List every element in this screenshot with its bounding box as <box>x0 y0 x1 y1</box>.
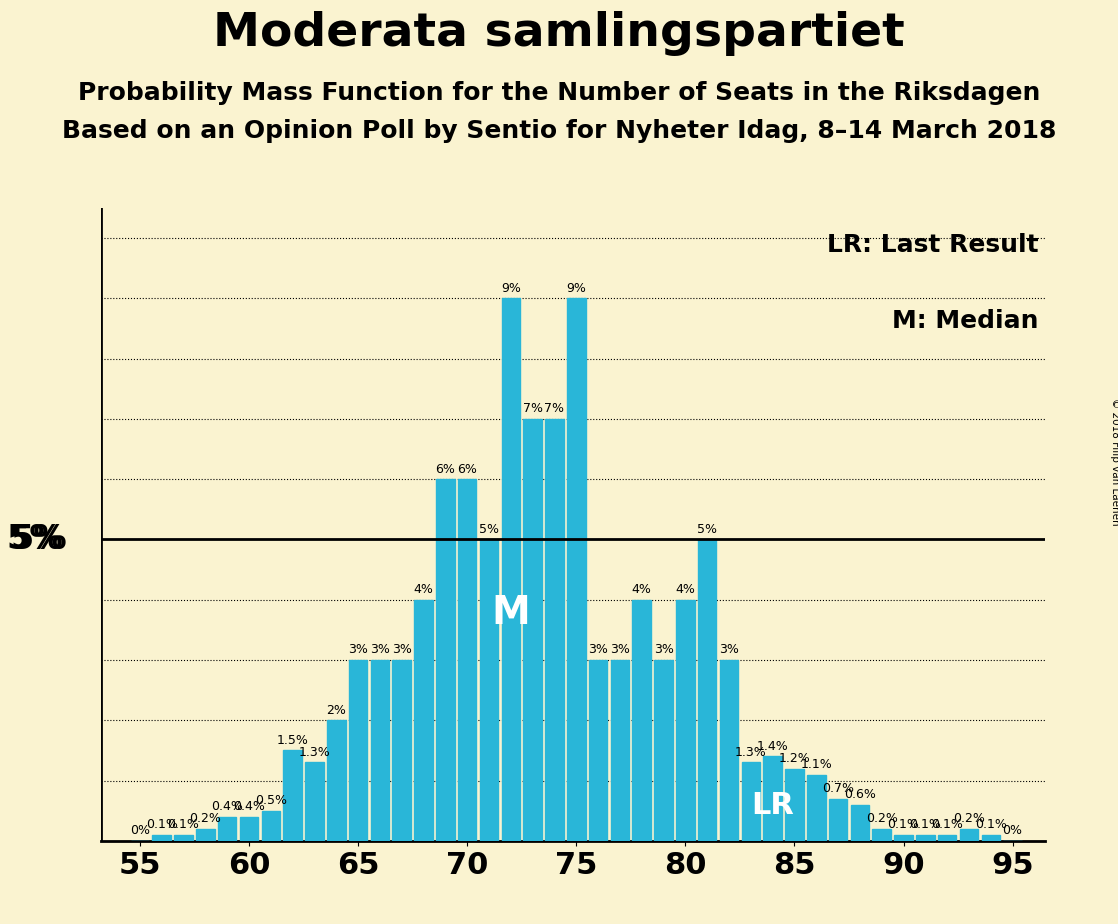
Text: 5%: 5% <box>698 523 717 536</box>
Text: 0%: 0% <box>1003 824 1023 837</box>
Bar <box>152 834 171 841</box>
Text: 0.6%: 0.6% <box>844 788 875 801</box>
Bar <box>196 829 215 841</box>
Text: 1.3%: 1.3% <box>735 746 767 759</box>
Text: 3%: 3% <box>588 643 608 656</box>
Text: 1.1%: 1.1% <box>800 758 832 771</box>
Text: 0.4%: 0.4% <box>211 800 243 813</box>
Text: 0.2%: 0.2% <box>189 812 221 825</box>
Text: 4%: 4% <box>414 583 434 596</box>
Text: 9%: 9% <box>501 282 521 295</box>
Bar <box>894 834 912 841</box>
Text: 3%: 3% <box>610 643 629 656</box>
Bar <box>589 660 607 841</box>
Text: 3%: 3% <box>719 643 739 656</box>
Text: 0.2%: 0.2% <box>865 812 898 825</box>
Text: Based on an Opinion Poll by Sentio for Nyheter Idag, 8–14 March 2018: Based on an Opinion Poll by Sentio for N… <box>61 119 1057 143</box>
Text: 0.1%: 0.1% <box>145 818 178 832</box>
Text: 4%: 4% <box>675 583 695 596</box>
Bar <box>239 817 258 841</box>
Bar <box>828 798 847 841</box>
Text: Probability Mass Function for the Number of Seats in the Riksdagen: Probability Mass Function for the Number… <box>78 81 1040 105</box>
Bar <box>262 810 281 841</box>
Text: © 2018 Filip van Laenen: © 2018 Filip van Laenen <box>1110 398 1118 526</box>
Bar <box>392 660 411 841</box>
Bar <box>676 600 694 841</box>
Bar <box>305 762 324 841</box>
Text: 1.3%: 1.3% <box>299 746 330 759</box>
Text: 2%: 2% <box>326 704 347 717</box>
Text: 0.7%: 0.7% <box>822 782 854 795</box>
Bar <box>872 829 891 841</box>
Text: 1.5%: 1.5% <box>276 734 309 747</box>
Bar <box>807 774 825 841</box>
Text: 1.2%: 1.2% <box>778 752 811 765</box>
Bar <box>720 660 738 841</box>
Bar <box>326 721 345 841</box>
Bar <box>370 660 389 841</box>
Text: M: M <box>492 594 530 632</box>
Bar <box>916 834 935 841</box>
Bar <box>959 829 978 841</box>
Bar <box>480 540 499 841</box>
Bar <box>349 660 368 841</box>
Text: 0.1%: 0.1% <box>975 818 1006 832</box>
Text: 0.1%: 0.1% <box>888 818 919 832</box>
Text: 7%: 7% <box>544 402 565 415</box>
Text: 1.4%: 1.4% <box>757 740 788 753</box>
Text: 0.1%: 0.1% <box>168 818 199 832</box>
Bar <box>654 660 673 841</box>
Bar <box>218 817 236 841</box>
Text: 3%: 3% <box>391 643 411 656</box>
Bar <box>502 298 520 841</box>
Text: 0.1%: 0.1% <box>909 818 941 832</box>
Bar <box>458 480 476 841</box>
Bar <box>523 419 542 841</box>
Text: LR: LR <box>751 791 794 820</box>
Bar <box>851 805 869 841</box>
Bar <box>633 600 651 841</box>
Text: 3%: 3% <box>654 643 673 656</box>
Text: 0.5%: 0.5% <box>255 794 287 807</box>
Text: 0.4%: 0.4% <box>233 800 265 813</box>
Text: 9%: 9% <box>567 282 586 295</box>
Text: 7%: 7% <box>522 402 542 415</box>
Bar <box>546 419 563 841</box>
Text: 6%: 6% <box>435 463 455 476</box>
Text: M: Median: M: Median <box>892 310 1039 334</box>
Bar <box>741 762 760 841</box>
Bar <box>436 480 455 841</box>
Text: 3%: 3% <box>348 643 368 656</box>
Text: 5%: 5% <box>479 523 499 536</box>
Bar <box>567 298 586 841</box>
Text: Moderata samlingspartiet: Moderata samlingspartiet <box>214 11 904 56</box>
Bar <box>610 660 629 841</box>
Bar <box>785 769 804 841</box>
Text: 3%: 3% <box>370 643 390 656</box>
Bar <box>698 540 717 841</box>
Text: 5%: 5% <box>11 523 67 556</box>
Bar <box>415 600 433 841</box>
Text: 0.1%: 0.1% <box>931 818 963 832</box>
Bar <box>982 834 1001 841</box>
Bar <box>283 750 302 841</box>
Text: 6%: 6% <box>457 463 477 476</box>
Text: 4%: 4% <box>632 583 652 596</box>
Text: LR: Last Result: LR: Last Result <box>827 233 1039 257</box>
Bar <box>764 757 781 841</box>
Text: 0.2%: 0.2% <box>953 812 985 825</box>
Text: 5%: 5% <box>7 523 63 556</box>
Text: 0%: 0% <box>130 824 150 837</box>
Bar <box>174 834 192 841</box>
Bar <box>938 834 956 841</box>
